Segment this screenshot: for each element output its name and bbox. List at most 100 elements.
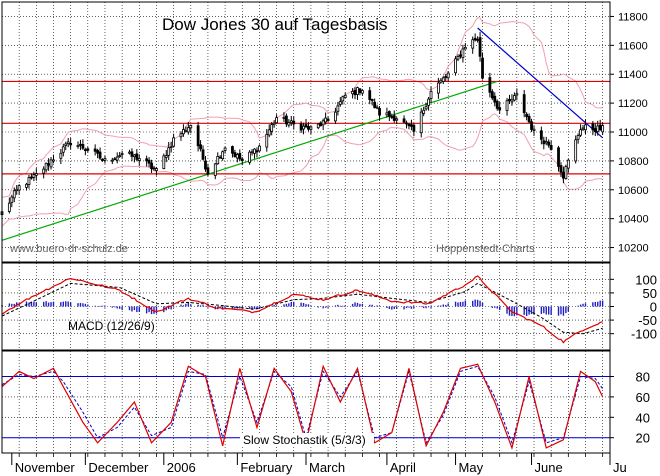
- price-tick-labels: 11800 11600 11400 11200 11000 10800 10600 10400…: [610, 11, 649, 255]
- candle-body: [387, 111, 391, 117]
- price-panel: 11800 11600 11400 11200 11000 10800 10600 10400…: [0, 2, 649, 262]
- candle-body: [132, 154, 136, 158]
- candle-body: [522, 94, 526, 114]
- candle-body: [515, 93, 519, 96]
- x-tick-label: November: [15, 460, 76, 475]
- macd-label: MACD (12/26/9): [68, 319, 155, 333]
- candle-body: [196, 125, 200, 147]
- candle-body: [473, 37, 477, 41]
- candle-body: [302, 125, 305, 130]
- candle-body: [79, 143, 82, 146]
- candle-body: [490, 91, 494, 99]
- candle-body: [25, 183, 28, 188]
- x-axis: November December 2006 February March April Ma…: [11, 453, 627, 475]
- candle-body: [233, 152, 237, 158]
- candle-body: [591, 123, 595, 131]
- candle-body: [167, 147, 171, 156]
- stochastic-panel: 80 60 40 20 Slow Stochastik (5/3/3): [1, 351, 650, 453]
- candle-body: [429, 90, 433, 99]
- candle-body: [459, 54, 462, 57]
- candle-body: [189, 125, 193, 129]
- candle-body: [601, 125, 605, 133]
- candle-body: [405, 122, 408, 125]
- candle-body: [275, 117, 278, 124]
- stochastic-label: Slow Stochastik (5/3/3): [243, 433, 366, 447]
- candle-body: [579, 129, 582, 136]
- signal-line: [1, 282, 603, 335]
- candle-body: [353, 89, 357, 96]
- candle-body: [34, 173, 38, 176]
- candle-body: [392, 115, 396, 121]
- price-tick-label: 10400: [618, 214, 649, 226]
- candle-body: [137, 158, 141, 161]
- candle-body: [118, 155, 122, 157]
- candle-body: [289, 120, 293, 124]
- x-tick-label: April: [390, 460, 416, 475]
- panel-frames: [1, 1, 611, 454]
- candle-body: [103, 158, 107, 161]
- candle-body: [240, 158, 244, 162]
- candle-body: [218, 156, 222, 159]
- candle-body: [476, 38, 480, 41]
- candle-body: [32, 174, 36, 178]
- macd-tick-label: 0: [650, 300, 657, 315]
- candle-body: [436, 82, 440, 94]
- candle-body: [284, 115, 288, 125]
- x-tick-label: Ju: [613, 460, 627, 475]
- candle-body: [402, 118, 406, 123]
- stochastic-label-bg: [240, 433, 374, 447]
- candle-body: [527, 115, 531, 123]
- macd-tick-label: 100: [635, 272, 657, 287]
- candle-body: [199, 144, 202, 150]
- candle-body: [93, 148, 97, 152]
- candle-body: [385, 112, 389, 116]
- candle-body: [309, 126, 313, 130]
- candle-body: [96, 150, 100, 154]
- price-tick-label: 11600: [618, 40, 648, 52]
- candle-body: [395, 118, 399, 121]
- candle-body: [505, 100, 509, 111]
- candle-body: [373, 101, 377, 108]
- candle-body: [253, 148, 256, 154]
- candle-body: [204, 160, 207, 170]
- candle-body: [64, 143, 68, 146]
- candle-body: [461, 48, 465, 59]
- panel-frame: [1, 1, 611, 263]
- candle-body: [15, 188, 19, 192]
- macd-tick-label: 50: [643, 286, 657, 301]
- candle-body: [358, 88, 362, 94]
- candle-body: [150, 162, 153, 170]
- candle-body: [17, 185, 21, 191]
- candle-body: [216, 155, 220, 165]
- candle-body: [110, 159, 114, 162]
- candle-body: [206, 167, 210, 175]
- candle-body: [83, 149, 87, 151]
- panel-frame: [1, 350, 611, 454]
- candle-body: [336, 105, 340, 112]
- candle-body: [162, 155, 166, 169]
- candle-body: [184, 130, 188, 133]
- candle-body: [559, 165, 563, 173]
- stochastic-tick-label: 60: [636, 390, 650, 405]
- candle-body: [130, 151, 134, 157]
- price-tick-label: 11800: [618, 11, 648, 23]
- candle-body: [12, 190, 16, 199]
- candle-body: [319, 122, 323, 127]
- candle-body: [532, 128, 536, 131]
- candle-body: [101, 159, 104, 161]
- candle-body: [495, 100, 499, 109]
- candle-body: [360, 90, 364, 94]
- candle-body: [390, 116, 394, 118]
- candle-body: [49, 159, 53, 168]
- candle-body: [231, 146, 234, 154]
- candle-body: [547, 141, 551, 146]
- candle-body: [47, 163, 50, 166]
- candle-body: [375, 106, 379, 109]
- candle-body: [574, 139, 578, 162]
- candle-body: [338, 101, 342, 105]
- candle-body: [66, 141, 70, 145]
- x-tick-label: June: [535, 460, 563, 475]
- candle-body: [557, 147, 560, 167]
- candle-body: [493, 95, 497, 103]
